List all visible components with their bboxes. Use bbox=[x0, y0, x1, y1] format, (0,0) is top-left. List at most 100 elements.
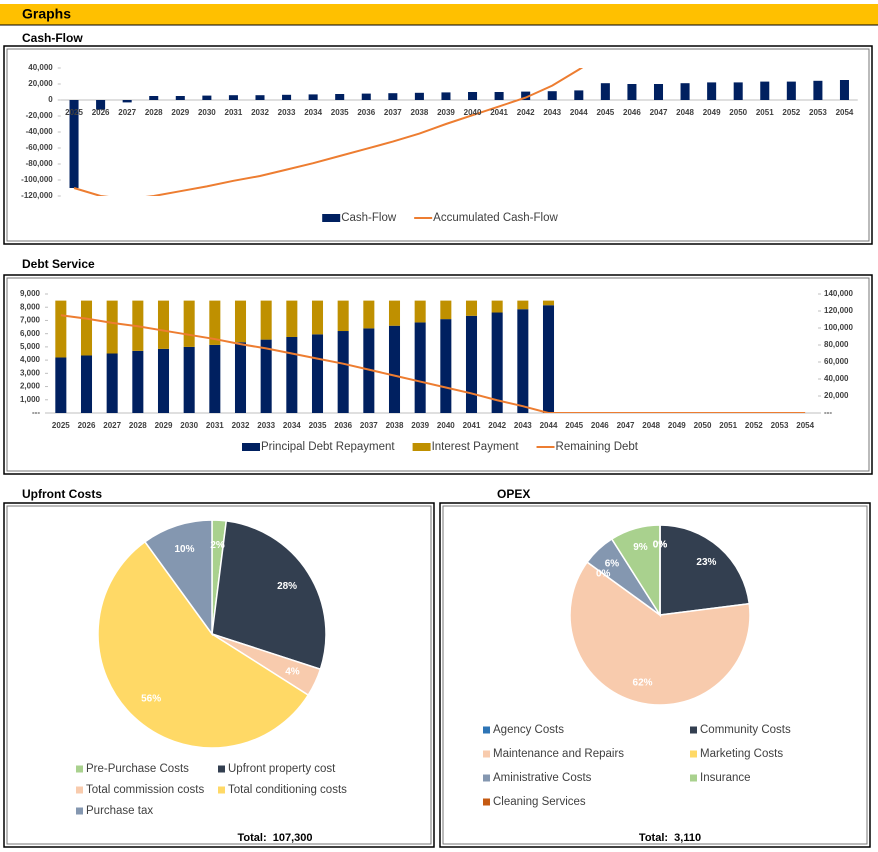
y-tick-label: -80,000 bbox=[26, 159, 54, 168]
bar bbox=[55, 357, 67, 413]
legend-label: Remaining Debt bbox=[556, 441, 639, 453]
legend-label: Cash-Flow bbox=[341, 212, 397, 224]
bar bbox=[69, 100, 79, 188]
x-tick-label: 2026 bbox=[92, 108, 110, 117]
pie-slice bbox=[97, 540, 310, 749]
x-tick-label: 2030 bbox=[198, 108, 216, 117]
bar bbox=[441, 92, 451, 100]
bar bbox=[149, 96, 159, 100]
bar bbox=[260, 339, 272, 413]
y-tick-label: 5,000 bbox=[20, 342, 41, 351]
x-tick-label: 2035 bbox=[331, 108, 349, 117]
x-tick-label: 2028 bbox=[129, 421, 147, 430]
x-tick-label: 2051 bbox=[756, 108, 774, 117]
legend: Cash-Flow Accumulated Cash-Flow bbox=[322, 212, 558, 224]
legend-swatch bbox=[412, 443, 431, 451]
y-tick-label: 80,000 bbox=[824, 340, 849, 349]
slice-label: 9% bbox=[633, 542, 648, 553]
bar bbox=[388, 300, 401, 326]
x-tick-label: 2039 bbox=[411, 421, 429, 430]
x-tick-label: 2048 bbox=[642, 421, 660, 430]
x-tick-label: 2040 bbox=[464, 108, 482, 117]
x-tick-label: 2052 bbox=[745, 421, 763, 430]
x-tick-label: 2051 bbox=[719, 421, 737, 430]
bar bbox=[388, 93, 398, 100]
legend-label: Maintenance and Repairs bbox=[493, 748, 624, 760]
legend-label: Agency Costs bbox=[493, 724, 564, 736]
bar bbox=[96, 100, 106, 110]
slice-label: 0% bbox=[653, 539, 668, 550]
bar bbox=[282, 94, 292, 100]
y-tick-label: -60,000 bbox=[26, 143, 54, 152]
x-tick-label: 2053 bbox=[771, 421, 789, 430]
bar bbox=[491, 300, 503, 313]
bar bbox=[733, 82, 743, 100]
slice-label: 4% bbox=[285, 667, 300, 678]
legend-swatch bbox=[690, 726, 697, 734]
bar bbox=[653, 84, 664, 100]
legend-swatch bbox=[218, 786, 225, 794]
x-tick-label: 2047 bbox=[617, 421, 635, 430]
x-tick-label: 2041 bbox=[490, 108, 508, 117]
bar bbox=[337, 331, 349, 413]
legend-label: Pre-Purchase Costs bbox=[86, 763, 189, 775]
bar bbox=[255, 95, 265, 100]
x-tick-label: 2042 bbox=[488, 421, 506, 430]
y-tick-label: 0 bbox=[48, 95, 53, 104]
bar bbox=[157, 300, 170, 349]
x-tick-label: 2042 bbox=[517, 108, 535, 117]
bar bbox=[106, 300, 118, 354]
bar bbox=[361, 93, 371, 100]
x-tick-label: 2030 bbox=[180, 421, 198, 430]
bar bbox=[440, 319, 452, 413]
x-tick-label: 2037 bbox=[384, 108, 402, 117]
x-tick-label: 2025 bbox=[52, 421, 70, 430]
bar bbox=[202, 95, 212, 100]
slice-label: 2% bbox=[210, 540, 225, 551]
x-tick-label: 2048 bbox=[676, 108, 694, 117]
x-tick-label: 2033 bbox=[257, 421, 275, 430]
legend-swatch bbox=[76, 807, 83, 815]
legend-swatch bbox=[76, 765, 83, 773]
slice-label: 28% bbox=[277, 581, 297, 592]
legend-label: Purchase tax bbox=[86, 805, 153, 817]
bar bbox=[547, 91, 557, 100]
y-tick-label: 100,000 bbox=[824, 323, 853, 332]
bar bbox=[260, 300, 272, 340]
y-tick-label: 4,000 bbox=[20, 355, 41, 364]
bar bbox=[542, 300, 555, 306]
x-tick-label: 2040 bbox=[437, 421, 455, 430]
legend-label: Interest Payment bbox=[432, 441, 520, 453]
x-tick-label: 2054 bbox=[796, 421, 814, 430]
x-tick-label: 2039 bbox=[437, 108, 455, 117]
slice-label: 10% bbox=[175, 544, 195, 555]
bar bbox=[414, 92, 424, 100]
x-tick-label: 2047 bbox=[650, 108, 668, 117]
y-tick-label: -40,000 bbox=[26, 127, 54, 136]
slice-label: 23% bbox=[696, 557, 716, 568]
y-tick-label: 3,000 bbox=[20, 368, 41, 377]
y-tick-label: 20,000 bbox=[824, 391, 849, 400]
legend-swatch bbox=[242, 443, 260, 451]
bar bbox=[209, 344, 221, 413]
legend-swatch bbox=[483, 750, 490, 758]
x-tick-label: 2041 bbox=[463, 421, 481, 430]
bar bbox=[707, 82, 717, 100]
x-tick-label: 2052 bbox=[782, 108, 800, 117]
y-tick-label: 20,000 bbox=[28, 79, 53, 88]
page-title: Graphs bbox=[22, 6, 71, 22]
pie-slice bbox=[211, 520, 327, 671]
x-tick-label: 2032 bbox=[251, 108, 269, 117]
x-tick-label: 2038 bbox=[386, 421, 404, 430]
total-label: Total: 107,300 bbox=[238, 832, 313, 844]
chart-title: OPEX bbox=[497, 487, 530, 501]
bar bbox=[80, 355, 93, 413]
bar bbox=[286, 336, 298, 413]
bar bbox=[228, 95, 238, 100]
bar bbox=[627, 84, 637, 100]
bar bbox=[311, 300, 324, 335]
bar bbox=[414, 322, 426, 413]
x-tick-label: 2026 bbox=[78, 421, 96, 430]
legend-label: Total commission costs bbox=[86, 784, 204, 796]
header-bar bbox=[0, 4, 878, 25]
